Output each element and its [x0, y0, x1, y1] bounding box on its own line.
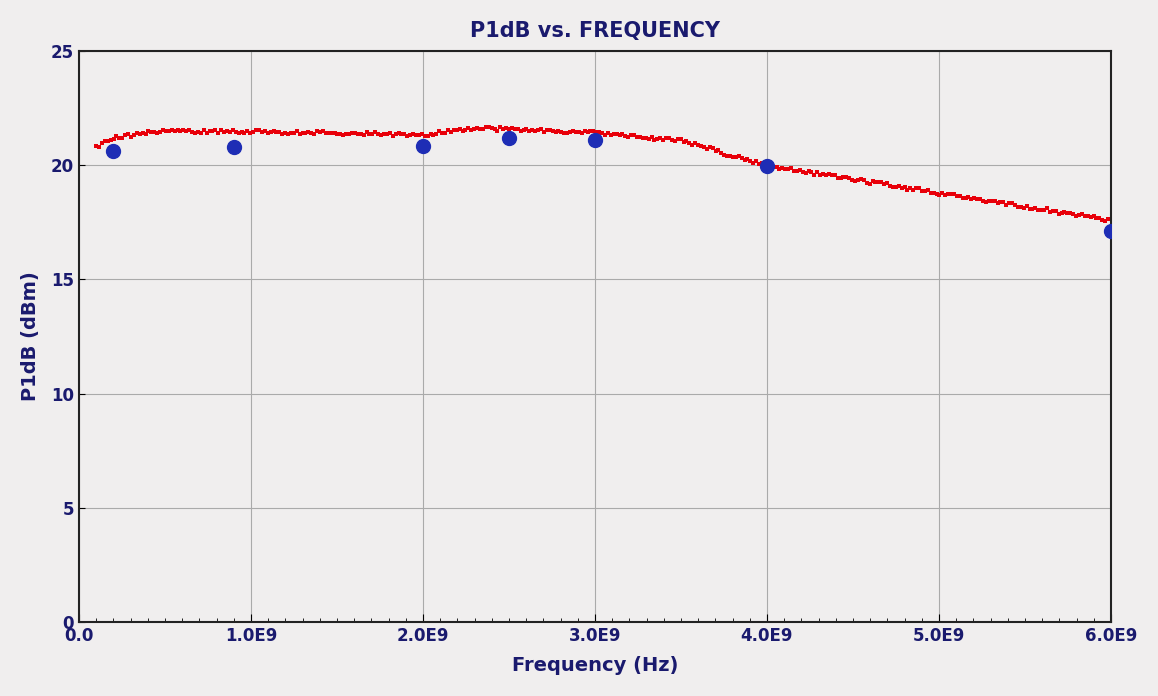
- X-axis label: Frequency (Hz): Frequency (Hz): [512, 656, 679, 675]
- Title: P1dB vs. FREQUENCY: P1dB vs. FREQUENCY: [470, 21, 720, 41]
- Y-axis label: P1dB (dBm): P1dB (dBm): [21, 271, 39, 402]
